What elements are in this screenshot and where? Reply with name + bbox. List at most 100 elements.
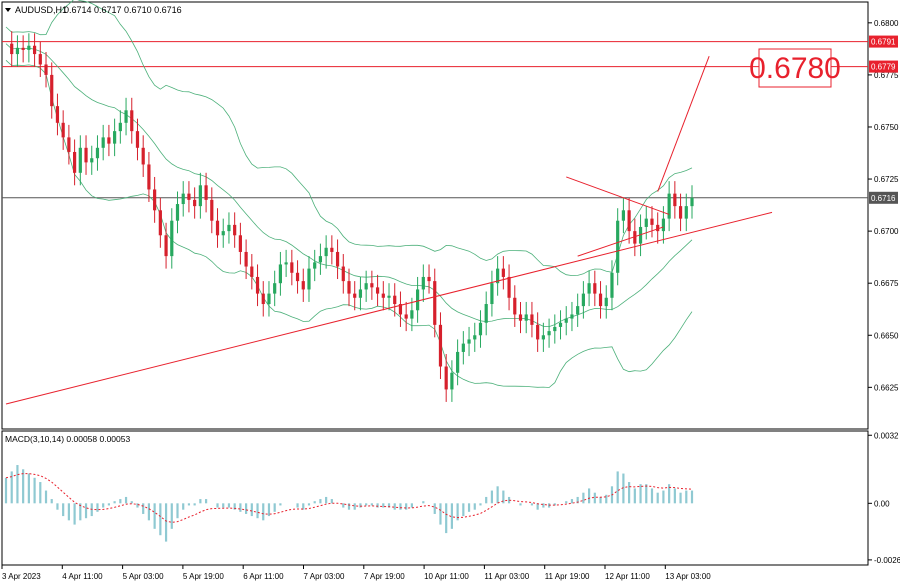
candle-body — [273, 283, 277, 294]
candle-body — [347, 281, 351, 294]
candle-body — [233, 224, 237, 236]
candle-body — [524, 314, 528, 321]
candle-body — [433, 281, 437, 325]
candle-body — [250, 266, 254, 277]
candle-body — [656, 224, 660, 232]
candle-body — [553, 326, 557, 332]
candle-body — [153, 189, 157, 211]
candle-body — [496, 268, 500, 284]
candle-body — [536, 324, 540, 340]
candle-body — [50, 74, 54, 107]
candle-body — [330, 247, 334, 252]
candle-body — [616, 220, 620, 273]
candle-body — [261, 293, 265, 305]
candle-body — [518, 314, 523, 321]
candle-body — [295, 272, 300, 282]
symbol-label: AUDUSD,H1 — [15, 5, 67, 15]
x-tick-label: 5 Apr 03:00 — [123, 572, 164, 581]
candle-body — [301, 281, 305, 290]
candle-body — [358, 289, 363, 298]
candle-body — [198, 185, 202, 207]
trend-line — [577, 226, 664, 257]
candle-body — [393, 295, 397, 305]
macd-signal-line — [5, 473, 693, 523]
candle-body — [215, 220, 220, 236]
level-price-tag — [869, 60, 898, 73]
candle-body — [404, 314, 408, 319]
candle-body — [593, 283, 597, 294]
candle-body — [507, 276, 511, 298]
target-price-label: 0.6780 — [749, 52, 841, 85]
candle-body — [450, 372, 454, 390]
candle-body — [27, 45, 31, 50]
target-box[interactable] — [758, 48, 832, 88]
level-price-label: 0.6716 — [871, 194, 896, 203]
candle-body — [10, 43, 14, 55]
candle-body — [467, 339, 471, 344]
trend-line — [657, 55, 710, 192]
y-tick-label: 0.6725 — [874, 175, 899, 184]
horizontal-levels: 0.6791 0.6779 0.6716 — [2, 35, 898, 204]
candle-body — [15, 47, 20, 55]
candle-body — [490, 283, 494, 305]
candle-body — [570, 314, 574, 319]
candle-body — [456, 351, 460, 373]
y-tick-label: 0.6675 — [874, 279, 899, 288]
candle-body — [673, 193, 677, 207]
y-tick-label: 0.6775 — [874, 71, 899, 80]
candle-body — [221, 231, 225, 236]
candle-body — [141, 147, 145, 165]
candle-body — [564, 318, 568, 323]
trend-line — [566, 176, 670, 215]
candle-body — [90, 158, 94, 163]
candle-body — [181, 193, 185, 205]
candle-body — [290, 262, 294, 273]
macd-tick-label: -0.00266 — [874, 556, 900, 565]
candle-body — [501, 268, 505, 277]
candle-body — [627, 210, 631, 232]
candle-body — [84, 147, 88, 163]
candle-body — [444, 366, 448, 390]
candle-body — [204, 185, 208, 200]
x-tick-label: 4 Apr 11:00 — [62, 572, 103, 581]
candle-body — [130, 110, 134, 132]
macd-tick-label: 0.00 — [874, 499, 890, 508]
candle-body — [364, 283, 368, 290]
candle-body — [684, 206, 688, 219]
candle-body — [410, 310, 414, 319]
candle-body — [21, 47, 25, 50]
chevron-down-icon[interactable] — [5, 8, 11, 12]
candle-body — [78, 147, 82, 173]
candle-body — [644, 218, 648, 227]
candle-body — [610, 272, 614, 298]
trend-line — [5, 211, 773, 405]
candle-body — [113, 131, 117, 144]
x-tick-label: 10 Apr 11:00 — [424, 572, 469, 581]
candle-body — [633, 231, 637, 244]
macd-panel[interactable] — [1, 430, 869, 566]
candle-body — [387, 295, 391, 298]
candle-body — [461, 343, 465, 352]
candle-body — [101, 137, 105, 148]
candle-body — [416, 289, 420, 311]
price-panel[interactable] — [1, 1, 869, 430]
candle-body — [370, 283, 374, 288]
candle-body — [324, 247, 328, 257]
x-tick-label: 3 Apr 2023 — [2, 572, 41, 581]
candle-body — [267, 293, 271, 305]
candle-body — [353, 293, 357, 298]
level-price-label: 0.6779 — [871, 63, 896, 72]
x-tick-label: 11 Apr 19:00 — [545, 572, 590, 581]
candle-body — [421, 276, 425, 290]
candle-body — [95, 147, 100, 159]
candle-body — [61, 122, 65, 138]
candle-body — [244, 251, 248, 267]
macd-tick-label: 0.0032 — [874, 431, 899, 440]
candle-body — [238, 235, 242, 252]
x-tick-label: 13 Apr 03:00 — [665, 572, 711, 581]
candle-body — [158, 210, 162, 236]
candle-body — [381, 293, 385, 298]
candle-body — [478, 322, 483, 336]
